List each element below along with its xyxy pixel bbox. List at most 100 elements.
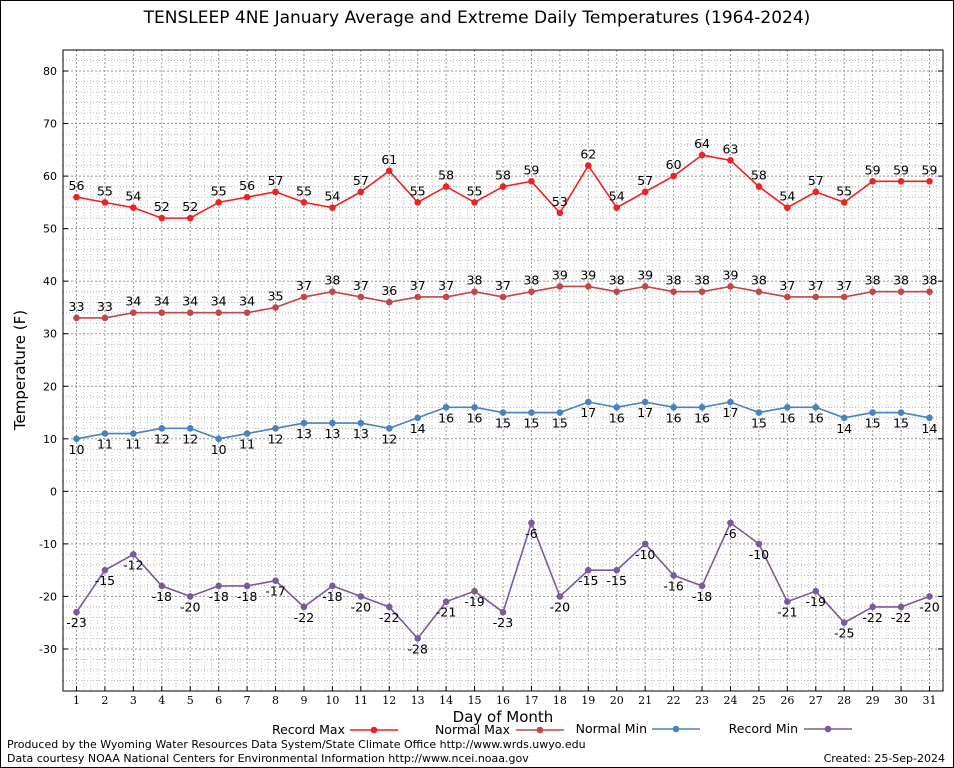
data-label: 57 <box>637 173 653 188</box>
y-tick-label: 80 <box>43 65 57 78</box>
data-point <box>130 430 137 437</box>
data-label: 33 <box>97 299 113 314</box>
data-label: -28 <box>407 641 427 656</box>
data-point <box>101 314 109 322</box>
data-label: 10 <box>211 442 227 457</box>
data-point <box>698 151 706 159</box>
data-label: 53 <box>552 194 568 209</box>
data-point <box>727 157 734 164</box>
x-tick-label: 26 <box>780 694 794 707</box>
data-point <box>272 304 279 311</box>
data-label: 57 <box>353 173 369 188</box>
data-label: -16 <box>663 578 683 593</box>
data-point <box>897 178 905 185</box>
data-label: 12 <box>154 431 170 446</box>
legend-swatch-marker <box>370 726 378 734</box>
x-tick-label: 15 <box>468 694 482 707</box>
data-point <box>840 293 848 301</box>
data-label: 34 <box>182 294 198 309</box>
data-point <box>442 403 450 411</box>
data-label: 14 <box>922 421 938 436</box>
data-point <box>73 314 80 322</box>
data-label: 38 <box>523 273 539 288</box>
data-point <box>186 593 194 600</box>
data-label: 57 <box>808 173 824 188</box>
data-label: -22 <box>294 610 314 625</box>
x-tick-label: 19 <box>581 694 595 707</box>
x-tick-label: 10 <box>325 694 339 707</box>
x-tick-label: 4 <box>158 694 165 707</box>
data-point <box>329 204 336 211</box>
data-label: 57 <box>268 173 284 188</box>
x-tick-label: 20 <box>610 694 624 707</box>
data-label: 55 <box>410 183 426 198</box>
data-label: 13 <box>324 426 340 441</box>
data-label: 39 <box>580 267 596 282</box>
data-label: 37 <box>836 278 852 293</box>
y-tick-label: -30 <box>39 643 57 656</box>
data-point <box>414 293 422 301</box>
legend-label: Record Max <box>272 722 345 737</box>
data-point <box>613 288 621 295</box>
data-point <box>186 309 194 317</box>
y-tick-label: 10 <box>43 433 57 446</box>
data-point <box>641 540 649 548</box>
data-label: -17 <box>265 584 285 599</box>
data-point <box>243 309 251 317</box>
data-point <box>556 593 564 600</box>
data-label: 12 <box>268 431 284 446</box>
data-label: 55 <box>836 183 852 198</box>
data-label: 38 <box>751 273 767 288</box>
x-tick-label: 21 <box>638 694 652 707</box>
data-point <box>585 283 592 290</box>
data-label: 38 <box>694 273 710 288</box>
x-tick-label: 3 <box>130 694 137 707</box>
data-point <box>812 403 820 411</box>
y-tick-label: 30 <box>43 328 57 341</box>
legend-swatch-marker <box>824 725 832 733</box>
data-label: -10 <box>635 547 655 562</box>
data-point <box>414 635 422 642</box>
data-label: 15 <box>523 416 539 431</box>
data-label: 34 <box>239 294 255 309</box>
data-point <box>869 178 876 185</box>
data-point <box>357 419 365 427</box>
data-label: 16 <box>808 410 824 425</box>
data-point <box>499 183 507 190</box>
data-label: -18 <box>692 589 712 604</box>
data-label: -18 <box>237 589 257 604</box>
series-record-max: 56 55 54 52 52 55 56 57 55 54 57 61 55 58 55 58 59 53 62 54… <box>69 136 937 222</box>
y-tick-label: 0 <box>50 485 57 498</box>
data-point <box>385 603 393 611</box>
data-point <box>784 403 791 411</box>
data-label: 59 <box>865 162 881 177</box>
data-point <box>641 283 649 290</box>
x-tick-label: 31 <box>923 694 937 707</box>
data-label: 15 <box>552 416 568 431</box>
data-label: 10 <box>69 442 85 457</box>
data-label: 52 <box>182 199 198 214</box>
x-axis-label: Day of Month <box>453 708 554 726</box>
y-tick-label: -20 <box>39 590 57 603</box>
data-label: -23 <box>493 615 513 630</box>
x-tick-label: 28 <box>837 694 851 707</box>
data-label: 64 <box>694 136 710 151</box>
data-point <box>158 424 166 432</box>
data-point <box>897 603 905 611</box>
data-point <box>840 199 848 206</box>
data-label: 13 <box>353 426 369 441</box>
y-tick-label: 20 <box>43 380 57 393</box>
data-point <box>784 204 791 211</box>
data-label: 14 <box>836 421 852 436</box>
data-label: 14 <box>410 421 426 436</box>
data-label: 38 <box>609 273 625 288</box>
data-label: -6 <box>724 526 737 541</box>
data-label: 37 <box>495 278 511 293</box>
x-tick-label: 5 <box>187 694 194 707</box>
data-label: 16 <box>467 410 483 425</box>
data-point <box>926 414 933 422</box>
data-point <box>300 419 308 427</box>
data-label: 38 <box>922 273 938 288</box>
data-label: 39 <box>723 267 739 282</box>
data-point <box>670 572 677 579</box>
